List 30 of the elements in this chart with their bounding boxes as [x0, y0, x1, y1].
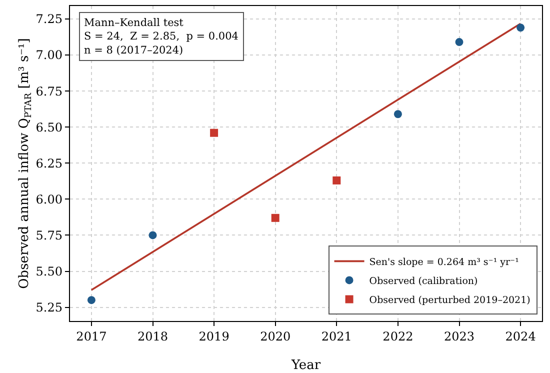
point — [271, 214, 280, 222]
y-tick-label: 6.00 — [36, 192, 62, 206]
x-tick-label: 2022 — [382, 330, 414, 344]
y-tick-label: 7.25 — [36, 12, 62, 26]
y-tick-label: 5.75 — [36, 228, 62, 242]
legend-label: Observed (perturbed 2019–2021) — [369, 294, 530, 306]
y-tick-label: 5.25 — [36, 300, 62, 314]
point — [87, 296, 96, 304]
x-axis-title: Year — [290, 358, 322, 373]
x-tick-label: 2019 — [198, 330, 230, 344]
x-tick-label: 2021 — [321, 330, 352, 344]
point — [394, 110, 402, 118]
point — [210, 128, 218, 137]
point — [148, 231, 157, 240]
legend-label: Observed (calibration) — [369, 276, 478, 287]
point — [516, 24, 525, 32]
y-tick-label: 6.75 — [36, 84, 62, 98]
y-tick-label: 6.25 — [36, 156, 62, 170]
point — [455, 38, 464, 46]
x-tick-label: 2017 — [76, 330, 107, 344]
x-tick-label: 2018 — [137, 330, 168, 344]
x-tick-label: 2020 — [260, 330, 291, 344]
y-tick-label: 7.00 — [36, 48, 62, 62]
point — [332, 176, 341, 184]
legend-label: Sen's slope = 0.264 m³ s⁻¹ yr⁻¹ — [369, 256, 520, 268]
y-tick-label: 6.50 — [36, 120, 62, 134]
annotation: Mann–Kendall test S = 24, Z = 2.85, p = 0.004 n = 8 (2017–2024) — [84, 17, 239, 56]
x-tick-label: 2023 — [444, 330, 475, 344]
x-tick-label: 2024 — [505, 330, 536, 344]
y-tick-label: 5.50 — [36, 264, 62, 278]
